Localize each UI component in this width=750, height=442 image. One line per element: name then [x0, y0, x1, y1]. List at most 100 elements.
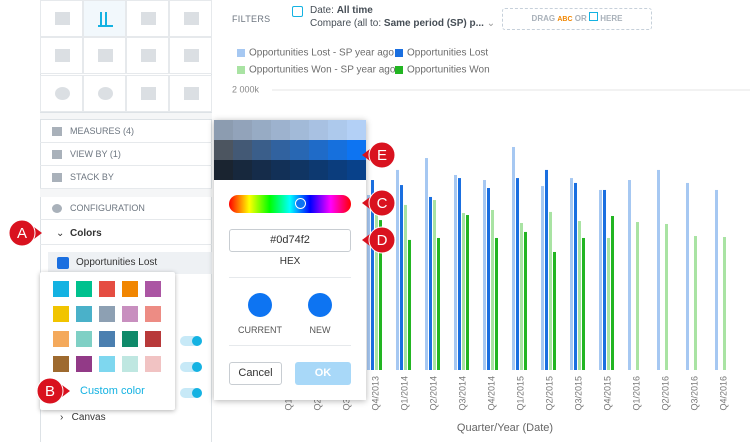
legend-label: Opportunities Won - SP year ago	[249, 65, 396, 76]
shade-swatch[interactable]	[328, 120, 347, 140]
palette-swatch[interactable]	[145, 356, 161, 372]
chart-type-button[interactable]	[83, 37, 126, 75]
date-filter[interactable]: Date: All time	[310, 5, 373, 16]
ok-button[interactable]: OK	[295, 362, 351, 385]
chart-type-button[interactable]	[169, 0, 212, 37]
shade-swatch[interactable]	[328, 140, 347, 160]
palette-swatch[interactable]	[99, 356, 115, 372]
chart-type-button[interactable]	[83, 74, 126, 112]
chart-type-button[interactable]	[83, 0, 126, 37]
palette-swatch[interactable]	[76, 281, 92, 297]
cancel-button[interactable]: Cancel	[229, 362, 282, 385]
bar	[404, 204, 407, 370]
colors-section[interactable]: ⌄ Colors	[40, 222, 212, 245]
configuration-section[interactable]: CONFIGURATION	[40, 197, 212, 220]
bar	[715, 189, 718, 370]
shade-swatch[interactable]	[252, 140, 271, 160]
chart-type-button[interactable]	[169, 74, 212, 112]
bar	[611, 216, 614, 370]
shade-swatch[interactable]	[290, 140, 309, 160]
view-by-label: VIEW BY (1)	[70, 149, 121, 159]
x-tick-label: Q1/2014	[399, 376, 409, 411]
shade-swatch[interactable]	[214, 160, 233, 180]
shade-swatch[interactable]	[290, 120, 309, 140]
toggle[interactable]	[180, 388, 202, 398]
bar	[553, 251, 556, 370]
palette-swatch[interactable]	[145, 331, 161, 347]
palette-swatch[interactable]	[122, 331, 138, 347]
chart-type-button[interactable]	[40, 0, 83, 37]
drop-zone[interactable]: DRAG ABC OR HERE	[502, 8, 652, 30]
shade-swatch[interactable]	[290, 160, 309, 180]
palette-swatch[interactable]	[76, 306, 92, 322]
colors-label: Colors	[70, 228, 102, 239]
shade-swatch[interactable]	[309, 140, 328, 160]
shade-swatch[interactable]	[271, 120, 290, 140]
bar	[495, 237, 498, 370]
palette-swatch[interactable]	[99, 281, 115, 297]
chart-type-button[interactable]	[126, 74, 169, 112]
hex-input[interactable]: #0d74f2	[229, 229, 351, 252]
compare-prefix: Compare (all to:	[310, 18, 382, 29]
shade-swatch[interactable]	[347, 160, 366, 180]
chart-type-button[interactable]	[40, 37, 83, 75]
palette-swatch[interactable]	[99, 306, 115, 322]
shade-swatch[interactable]	[309, 120, 328, 140]
shade-swatch[interactable]	[214, 120, 233, 140]
shade-swatch[interactable]	[214, 140, 233, 160]
bar	[694, 236, 697, 370]
bar	[512, 146, 515, 370]
custom-color-link[interactable]: Custom color	[80, 385, 145, 397]
toggle[interactable]	[180, 336, 202, 346]
bar	[396, 169, 399, 370]
bar	[520, 223, 523, 370]
x-axis-title: Quarter/Year (Date)	[457, 422, 553, 434]
shade-swatch[interactable]	[233, 140, 252, 160]
legend-label: Opportunities Lost	[407, 48, 488, 59]
shade-swatch[interactable]	[271, 140, 290, 160]
bar	[599, 189, 602, 370]
chart-type-button[interactable]	[126, 0, 169, 37]
palette-swatch[interactable]	[53, 331, 69, 347]
palette-swatch[interactable]	[122, 281, 138, 297]
shade-swatch[interactable]	[347, 140, 366, 160]
series-color-item[interactable]: Opportunities Lost	[48, 252, 212, 274]
chart-type-button[interactable]	[126, 37, 169, 75]
palette-swatch[interactable]	[53, 306, 69, 322]
palette-swatch[interactable]	[53, 281, 69, 297]
abc-text: ABC	[557, 16, 573, 23]
color-picker: #0d74f2 HEX CURRENT NEW Cancel OK	[214, 120, 366, 400]
shade-swatch[interactable]	[328, 160, 347, 180]
palette-swatch[interactable]	[99, 331, 115, 347]
measures-section[interactable]: MEASURES (4)	[40, 120, 212, 143]
bar	[582, 237, 585, 370]
hue-slider[interactable]	[229, 195, 351, 213]
bar	[371, 180, 374, 370]
shade-swatch[interactable]	[309, 160, 328, 180]
palette-swatch[interactable]	[53, 356, 69, 372]
shade-swatch[interactable]	[252, 160, 271, 180]
configuration-label: CONFIGURATION	[70, 203, 145, 213]
bar	[686, 182, 689, 370]
shade-swatch[interactable]	[233, 120, 252, 140]
palette-swatch[interactable]	[76, 356, 92, 372]
palette-swatch[interactable]	[122, 306, 138, 322]
palette-swatch[interactable]	[145, 281, 161, 297]
canvas-label: Canvas	[71, 412, 106, 423]
palette-swatch[interactable]	[145, 306, 161, 322]
shade-swatch[interactable]	[252, 120, 271, 140]
shade-swatch[interactable]	[271, 160, 290, 180]
shade-swatch[interactable]	[233, 160, 252, 180]
chart-type-button[interactable]	[169, 37, 212, 75]
bar	[665, 223, 668, 370]
toggle[interactable]	[180, 362, 202, 372]
palette-swatch[interactable]	[76, 331, 92, 347]
stack-by-section[interactable]: STACK BY	[40, 166, 212, 189]
shade-swatch[interactable]	[347, 120, 366, 140]
bar	[541, 186, 544, 370]
palette-swatch[interactable]	[122, 356, 138, 372]
view-by-section[interactable]: VIEW BY (1)	[40, 143, 212, 166]
chart-type-button[interactable]	[40, 74, 83, 112]
canvas-section[interactable]: › Canvas	[60, 412, 106, 423]
compare-filter[interactable]: Compare (all to: Same period (SP) p... ⌄	[310, 18, 496, 29]
